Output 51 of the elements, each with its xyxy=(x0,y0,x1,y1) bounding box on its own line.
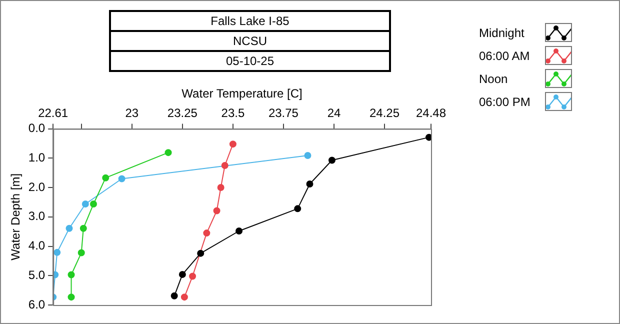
point xyxy=(203,230,210,237)
point xyxy=(78,249,85,256)
y-tick-label: 4.0 xyxy=(28,238,46,253)
point xyxy=(189,272,196,280)
point xyxy=(213,207,220,214)
x-tick-label: 22.61 xyxy=(38,106,68,120)
y-tick-label: 0.0 xyxy=(28,121,46,136)
point xyxy=(118,175,126,182)
y-tick-label: 1.0 xyxy=(28,150,46,164)
point xyxy=(66,224,73,232)
point xyxy=(306,180,314,188)
text: Noon xyxy=(479,72,509,86)
point xyxy=(197,250,204,257)
point xyxy=(170,292,178,300)
text: 05-10-25 xyxy=(109,50,391,72)
point xyxy=(80,224,87,232)
point xyxy=(217,184,224,192)
point xyxy=(164,149,172,156)
y-axis-title: Water Depth [m] xyxy=(8,173,23,260)
point xyxy=(82,200,89,208)
point xyxy=(294,205,302,212)
point xyxy=(178,270,186,278)
point xyxy=(68,271,75,278)
x-tick-label: 23.25 xyxy=(167,106,198,120)
x-tick-label: 24.25 xyxy=(370,106,400,120)
legend-label: 06:00 AM xyxy=(479,48,531,62)
point xyxy=(102,174,110,182)
x-tick-label: 23.75 xyxy=(268,106,299,120)
point xyxy=(229,140,236,148)
point xyxy=(304,152,312,160)
y-tick-label: 5.0 xyxy=(28,268,46,282)
point xyxy=(68,294,75,301)
x-axis-title: Water Temperature [C] xyxy=(182,86,302,101)
x-tick-label: 23 xyxy=(125,106,139,120)
point xyxy=(221,162,228,170)
y-tick-label: 6.0 xyxy=(28,297,46,312)
point xyxy=(90,200,97,208)
y-tick-label: 2.0 xyxy=(28,180,46,194)
y-tick-label: 3.0 xyxy=(28,209,46,224)
point xyxy=(54,248,61,256)
x-tick-label: 24 xyxy=(327,106,341,120)
point xyxy=(425,134,431,141)
point xyxy=(236,227,243,234)
chart-title: Falls Lake I-85 xyxy=(109,10,391,32)
x-tick-label: 24.48 xyxy=(416,106,446,120)
legend-label: Midnight xyxy=(479,26,526,40)
point xyxy=(180,294,188,301)
point xyxy=(328,156,336,164)
chart-subtitle: NCSU xyxy=(109,30,391,52)
legend-label: 06:00 PM xyxy=(479,94,532,108)
x-tick-label: 23.5 xyxy=(221,106,245,120)
